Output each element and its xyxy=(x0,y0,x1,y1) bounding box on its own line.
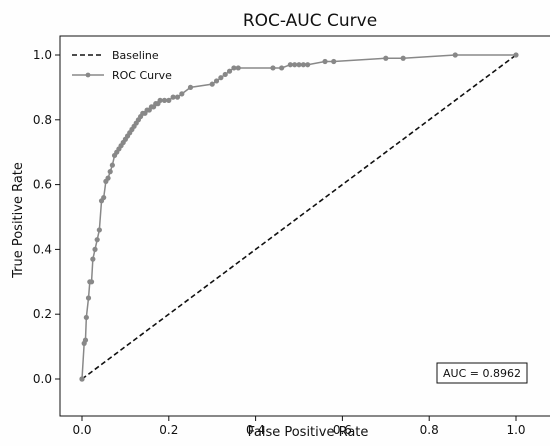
auc-annotation-text: AUC = 0.8962 xyxy=(443,367,521,380)
roc-point xyxy=(383,55,389,61)
roc-point xyxy=(166,97,172,103)
chart-title: ROC-AUC Curve xyxy=(243,11,377,31)
roc-point xyxy=(187,84,194,90)
x-tick-label: 0.6 xyxy=(333,423,352,437)
roc-point xyxy=(179,91,185,97)
roc-point xyxy=(79,376,85,382)
y-axis-ticks: 0.0 0.2 0.4 0.6 0.8 1.0 xyxy=(33,48,60,386)
roc-point xyxy=(109,162,115,168)
roc-point xyxy=(218,75,224,81)
roc-point xyxy=(82,337,89,343)
legend: Baseline ROC Curve xyxy=(72,49,172,82)
roc-point xyxy=(83,314,89,321)
plot-area-frame xyxy=(59,35,550,417)
roc-point xyxy=(213,78,220,84)
x-tick-label: 1.0 xyxy=(506,423,525,437)
roc-point xyxy=(96,227,102,233)
roc-point xyxy=(400,55,406,61)
roc-point xyxy=(300,62,306,68)
legend-baseline-label: Baseline xyxy=(112,49,159,62)
roc-point xyxy=(88,279,95,285)
x-tick-label: 0.8 xyxy=(420,423,439,437)
roc-point xyxy=(107,169,113,175)
roc-point xyxy=(170,94,176,100)
y-tick-label: 0.0 xyxy=(33,372,52,386)
roc-point xyxy=(92,246,98,252)
roc-point xyxy=(101,194,107,201)
y-tick-label: 0.2 xyxy=(33,307,52,321)
roc-point xyxy=(222,71,228,78)
y-axis-label: True Positive Rate xyxy=(11,162,26,279)
auc-annotation: AUC = 0.8962 xyxy=(436,362,528,384)
roc-point xyxy=(161,97,168,103)
y-tick-label: 1.0 xyxy=(33,48,52,62)
series-layer xyxy=(79,52,519,382)
roc-point xyxy=(287,62,293,68)
x-tick-label: 0.0 xyxy=(72,423,91,437)
y-tick-label: 0.4 xyxy=(33,242,52,256)
x-tick-label: 0.2 xyxy=(159,423,178,437)
roc-point xyxy=(322,58,328,65)
roc-point xyxy=(305,62,311,68)
y-tick-label: 0.6 xyxy=(33,178,52,192)
roc-point xyxy=(452,52,458,58)
auc-annotation-box xyxy=(436,362,528,384)
baseline-line xyxy=(81,54,517,380)
x-tick-label: 0.4 xyxy=(246,423,265,437)
roc-point xyxy=(174,94,181,100)
roc-point xyxy=(279,65,285,71)
roc-point xyxy=(157,97,163,103)
y-tick-label: 0.8 xyxy=(33,113,52,127)
roc-point xyxy=(296,62,302,68)
roc-point xyxy=(90,256,96,262)
roc-point xyxy=(226,68,233,74)
legend-roc-label: ROC Curve xyxy=(112,69,172,82)
x-axis-ticks: 0.0 0.2 0.4 0.6 0.8 1.0 xyxy=(72,416,526,437)
legend-roc-marker xyxy=(85,72,91,78)
roc-point xyxy=(231,65,237,71)
roc-point xyxy=(270,65,276,71)
roc-point xyxy=(105,175,111,181)
roc-point xyxy=(85,295,92,301)
roc-point xyxy=(331,58,337,65)
roc-point xyxy=(94,237,100,243)
roc-point xyxy=(209,81,215,87)
x-axis-label: False Positive Rate xyxy=(248,425,369,440)
roc-point xyxy=(235,65,241,71)
roc-point xyxy=(513,52,519,58)
roc-point xyxy=(292,62,298,68)
